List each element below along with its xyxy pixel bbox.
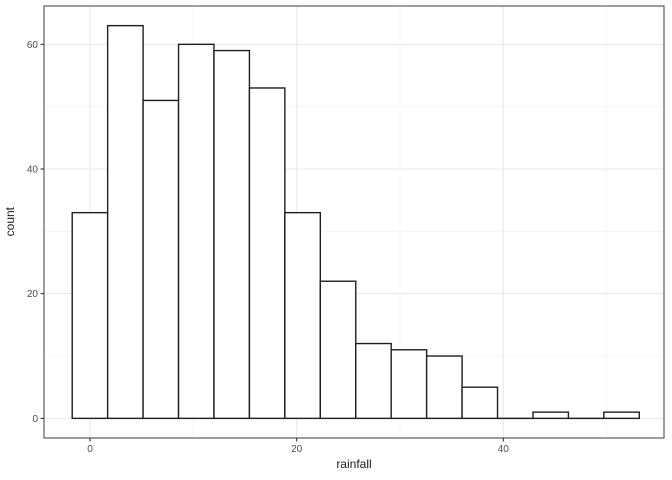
y-tick-label: 60	[27, 40, 39, 51]
y-axis-title: count	[3, 207, 17, 237]
y-axis-title-wrap: count	[3, 6, 17, 438]
histogram-bar	[213, 49, 251, 420]
histogram-bar	[106, 24, 144, 420]
y-tick-label: 20	[27, 289, 39, 300]
histogram-bar	[248, 87, 286, 420]
histogram-bar	[390, 349, 428, 420]
histogram-bar	[355, 342, 392, 420]
plot-panel-border	[43, 5, 665, 439]
x-tick-label: 40	[498, 444, 510, 455]
histogram-bar	[284, 211, 322, 420]
histogram-bar	[425, 355, 463, 420]
y-tick-label: 40	[27, 165, 39, 176]
histogram-bar	[532, 411, 570, 420]
y-tick-label: 0	[32, 414, 38, 425]
x-axis-title: rainfall	[336, 457, 372, 471]
histogram-bar	[603, 411, 641, 420]
x-tick-label: 0	[87, 444, 93, 455]
histogram-bar	[319, 280, 357, 420]
histogram-bar	[71, 211, 109, 420]
histogram-bar	[177, 43, 215, 420]
x-tick-label: 20	[291, 444, 303, 455]
histogram-bar	[461, 386, 499, 420]
histogram-bar	[142, 99, 180, 420]
